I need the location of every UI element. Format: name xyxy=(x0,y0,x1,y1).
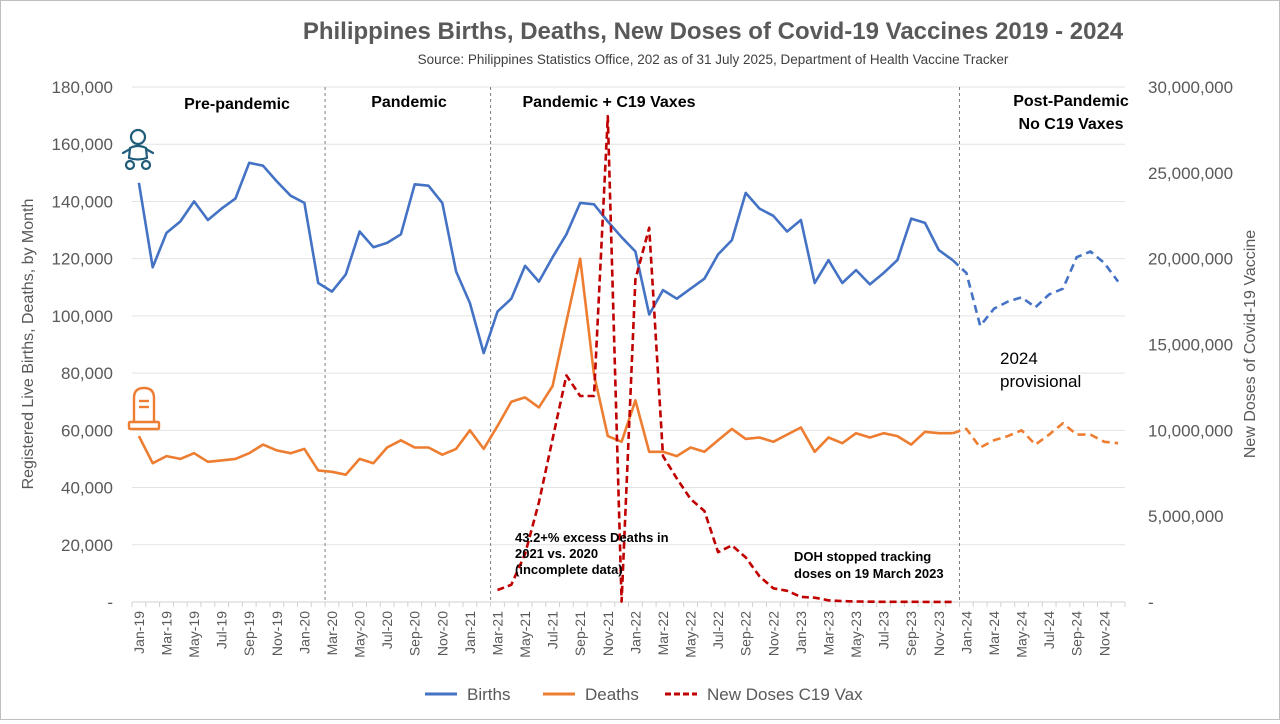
gridlines xyxy=(132,86,1125,546)
x-tick-label: May-23 xyxy=(848,611,864,658)
y2-tick-label: 5,000,000 xyxy=(1148,507,1224,526)
y-tick-label: 60,000 xyxy=(61,421,113,440)
x-tick-label: May-24 xyxy=(1014,611,1030,658)
x-tick-label: Jul-20 xyxy=(379,611,395,649)
x-tick-label: Nov-23 xyxy=(931,611,947,656)
x-tick-label: Mar-22 xyxy=(655,611,671,656)
x-tick-label: Jan-23 xyxy=(793,611,809,654)
x-tick-label: Nov-21 xyxy=(600,611,616,656)
series-lines xyxy=(137,114,1120,604)
x-tick-label: Sep-20 xyxy=(407,611,423,656)
x-tick-label: Sep-24 xyxy=(1069,611,1085,656)
vax-doses-line xyxy=(497,114,953,604)
tombstone-icon xyxy=(127,386,161,431)
x-tick-label: Mar-24 xyxy=(986,611,1002,656)
births-line xyxy=(137,161,954,355)
x-tick-label: Jan-19 xyxy=(131,611,147,654)
legend-label-new-doses-c19-vax: New Doses C19 Vax xyxy=(707,685,863,704)
chart-subtitle: Source: Philippines Statistics Office, 2… xyxy=(418,52,1009,67)
x-tick-label: Nov-20 xyxy=(434,611,450,656)
x-axis-ticks: Jan-19 Mar-19 May-19 Jul-19 Sep-19 Nov-19 Jan-… xyxy=(131,602,1126,658)
chart-title: Philippines Births, Deaths, New Doses of… xyxy=(303,18,1124,45)
deaths-provisional-line xyxy=(952,421,1119,449)
x-tick-label: Jan-24 xyxy=(958,611,974,654)
x-tick-label: Jan-20 xyxy=(296,611,312,654)
x-tick-label: Mar-19 xyxy=(158,611,174,656)
x-tick-label: May-22 xyxy=(683,611,699,658)
x-tick-label: Nov-19 xyxy=(269,611,285,656)
x-tick-label: Jul-19 xyxy=(214,611,230,649)
x-tick-label: Jul-23 xyxy=(876,611,892,649)
y-tick-label: 40,000 xyxy=(61,479,113,498)
y-axis-ticks: - 20,000 40,000 60,000 80,000 100,000 120,000 1… xyxy=(52,78,113,612)
y-tick-label: 100,000 xyxy=(52,307,113,326)
x-tick-label: Jul-21 xyxy=(545,611,561,649)
x-tick-label: May-21 xyxy=(517,611,533,658)
y2-tick-label: 30,000,000 xyxy=(1148,78,1233,97)
x-tick-label: Mar-20 xyxy=(324,611,340,656)
y2-tick-label: 20,000,000 xyxy=(1148,250,1233,269)
x-tick-label: Nov-24 xyxy=(1096,611,1112,656)
x-tick-label: May-19 xyxy=(186,611,202,658)
deaths-line xyxy=(137,257,953,476)
x-tick-label: Mar-23 xyxy=(820,611,836,656)
x-tick-label: Sep-23 xyxy=(903,611,919,656)
period-label: Pandemic + C19 Vaxes xyxy=(523,94,696,111)
x-tick-label: Sep-19 xyxy=(241,611,257,656)
y2-tick-label: 10,000,000 xyxy=(1148,421,1233,440)
doh-stopped-note: DOH stopped tracking doses on 19 March 20… xyxy=(794,549,944,581)
x-tick-label: Jan-21 xyxy=(462,611,478,654)
x-tick-label: Nov-22 xyxy=(765,611,781,656)
period-label: Post-Pandemic No C19 Vaxes xyxy=(1013,93,1129,133)
excess-deaths-note: 43.2+% excess Deaths in 2021 vs. 2020 (inc… xyxy=(515,530,669,577)
x-tick-label: Sep-22 xyxy=(738,611,754,656)
y2-axis-ticks: - 5,000,000 10,000,000 15,000,000 20,000,000… xyxy=(1148,78,1233,612)
y2-tick-label: 25,000,000 xyxy=(1148,164,1233,183)
legend: Births Deaths New Doses C19 Vax xyxy=(425,685,863,704)
period-label: Pandemic xyxy=(371,94,447,111)
y-tick-label: - xyxy=(107,593,113,612)
y-tick-label: 160,000 xyxy=(52,135,113,154)
x-tick-label: Sep-21 xyxy=(572,611,588,656)
period-labels: Pre-pandemic Pandemic Pandemic + C19 Vaxes… xyxy=(184,93,1129,133)
y-tick-label: 20,000 xyxy=(61,536,113,555)
births-provisional-line xyxy=(951,250,1120,328)
y-axis-title: Registered Live Births, Deaths, by Month xyxy=(20,199,37,490)
x-tick-label: Jan-22 xyxy=(627,611,643,654)
y2-tick-label: 15,000,000 xyxy=(1148,336,1233,355)
baby-icon xyxy=(121,128,155,171)
y-tick-label: 140,000 xyxy=(52,192,113,211)
period-label: Pre-pandemic xyxy=(184,96,290,113)
y-tick-label: 120,000 xyxy=(52,250,113,269)
x-tick-label: Mar-21 xyxy=(489,611,505,656)
y2-tick-label: - xyxy=(1148,593,1154,612)
period-dividers xyxy=(324,87,960,602)
legend-label-births: Births xyxy=(467,685,510,704)
y-tick-label: 80,000 xyxy=(61,364,113,383)
y-tick-label: 180,000 xyxy=(52,78,113,97)
annotations: 2024 provisional 43.2+% excess Deaths in 20… xyxy=(515,349,1081,581)
x-tick-label: Jul-24 xyxy=(1041,611,1057,649)
y2-axis-title: New Doses of Covid-19 Vaccine xyxy=(1242,230,1259,458)
provisional-note: 2024 provisional xyxy=(1000,349,1081,391)
x-tick-label: May-20 xyxy=(352,611,368,658)
legend-label-deaths: Deaths xyxy=(585,685,639,704)
x-tick-label: Jul-22 xyxy=(710,611,726,649)
